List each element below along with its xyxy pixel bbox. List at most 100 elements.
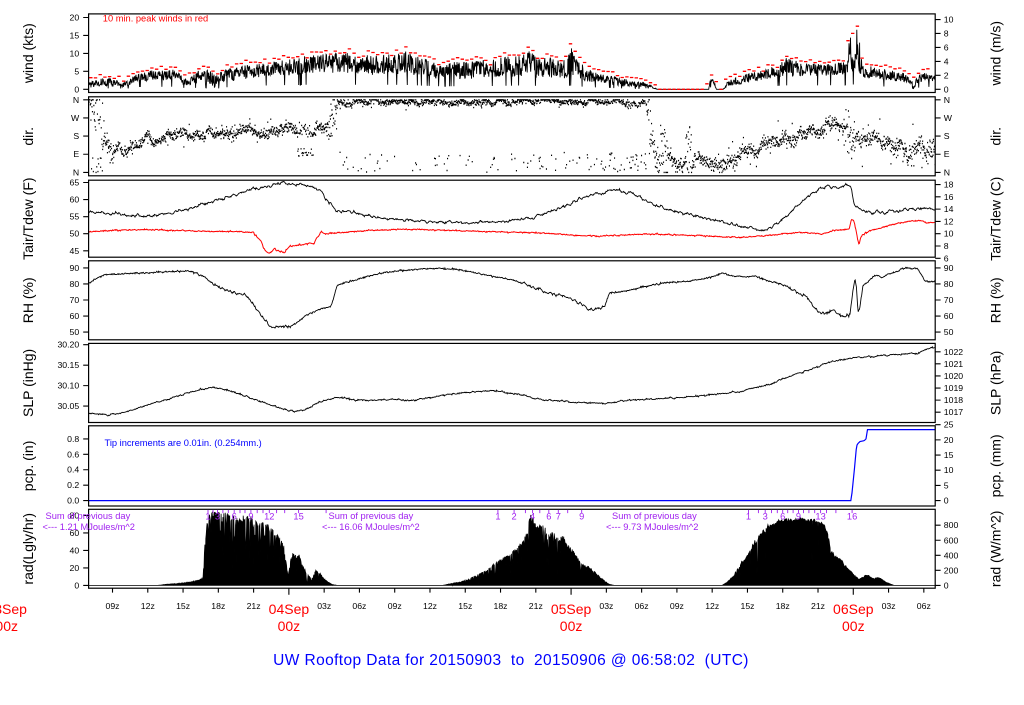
svg-text:4: 4 (944, 56, 949, 66)
svg-text:Tair/Tdew (F): Tair/Tdew (F) (20, 177, 36, 259)
svg-text:0.0: 0.0 (67, 496, 79, 506)
svg-text:2: 2 (944, 70, 949, 80)
svg-text:9: 9 (579, 511, 584, 521)
svg-text:13: 13 (815, 511, 825, 521)
svg-text:SLP (inHg): SLP (inHg) (20, 349, 36, 417)
svg-text:rad(Lgly/hr): rad(Lgly/hr) (20, 513, 36, 585)
svg-text:30.15: 30.15 (57, 360, 79, 370)
svg-text:9: 9 (796, 511, 801, 521)
svg-text:1: 1 (495, 511, 500, 521)
svg-text:1020: 1020 (944, 371, 963, 381)
svg-text:3: 3 (215, 511, 220, 521)
svg-text:0: 0 (944, 496, 949, 506)
svg-text:0: 0 (944, 84, 949, 94)
svg-text:dir.: dir. (20, 127, 36, 146)
svg-text:06z: 06z (635, 601, 649, 611)
svg-text:30.20: 30.20 (57, 340, 79, 350)
svg-text:80: 80 (944, 279, 954, 289)
svg-text:09z: 09z (105, 601, 119, 611)
svg-text:1: 1 (746, 511, 751, 521)
svg-text:20: 20 (70, 563, 80, 573)
svg-text:5: 5 (74, 66, 79, 76)
svg-text:06z: 06z (917, 601, 931, 611)
svg-text:S: S (944, 131, 950, 141)
svg-text:wind (kts): wind (kts) (20, 23, 36, 84)
svg-text:W: W (71, 113, 80, 123)
svg-text:21z: 21z (811, 601, 825, 611)
svg-text:15: 15 (944, 450, 954, 460)
svg-text:6: 6 (780, 511, 785, 521)
svg-text:06Sep: 06Sep (833, 601, 874, 617)
svg-text:800: 800 (944, 520, 959, 530)
svg-text:00z: 00z (842, 618, 865, 634)
svg-text:90: 90 (70, 263, 80, 273)
svg-text:00z: 00z (0, 618, 18, 634)
svg-text:15: 15 (70, 31, 80, 41)
svg-text:200: 200 (944, 565, 959, 575)
svg-text:20: 20 (944, 435, 954, 445)
svg-text:18: 18 (944, 180, 954, 190)
svg-text:12: 12 (944, 216, 954, 226)
svg-text:wind (m/s): wind (m/s) (988, 21, 1004, 87)
svg-text:21z: 21z (529, 601, 543, 611)
svg-text:80: 80 (70, 510, 80, 520)
svg-text:0.4: 0.4 (67, 465, 79, 475)
svg-text:6: 6 (232, 511, 237, 521)
svg-text:70: 70 (70, 295, 80, 305)
svg-text:9: 9 (248, 511, 253, 521)
svg-text:06z: 06z (352, 601, 366, 611)
svg-text:16: 16 (847, 511, 857, 521)
svg-text:S: S (73, 131, 79, 141)
svg-text:Tip increments are 0.01in. (0.: Tip increments are 0.01in. (0.254mm.) (105, 438, 262, 448)
svg-text:45: 45 (70, 246, 80, 256)
svg-text:15z: 15z (740, 601, 754, 611)
svg-text:1019: 1019 (944, 383, 963, 393)
svg-text:8: 8 (944, 29, 949, 39)
svg-text:10 min. peak winds in red: 10 min. peak winds in red (103, 14, 208, 24)
svg-text:10: 10 (70, 48, 80, 58)
svg-text:<--- 9.73 MJoules/m^2: <--- 9.73 MJoules/m^2 (606, 522, 698, 532)
svg-text:10: 10 (944, 229, 954, 239)
svg-text:0: 0 (74, 84, 79, 94)
svg-text:600: 600 (944, 535, 959, 545)
svg-text:1: 1 (205, 511, 210, 521)
svg-text:05Sep: 05Sep (551, 601, 592, 617)
svg-text:12: 12 (264, 511, 274, 521)
svg-text:1018: 1018 (944, 395, 963, 405)
svg-text:RH (%): RH (%) (988, 277, 1004, 323)
svg-text:1021: 1021 (944, 359, 963, 369)
svg-text:pcp. (mm): pcp. (mm) (988, 434, 1004, 497)
svg-text:0.8: 0.8 (67, 434, 79, 444)
svg-text:UW Rooftop Data for 20150903: UW Rooftop Data for 20150903 to 20150906… (273, 652, 749, 669)
svg-text:N: N (73, 95, 79, 105)
svg-text:W: W (944, 113, 953, 123)
svg-text:20: 20 (70, 13, 80, 23)
svg-text:5: 5 (944, 480, 949, 490)
svg-text:30.10: 30.10 (57, 381, 79, 391)
svg-text:03z: 03z (882, 601, 896, 611)
svg-text:Sum of previous day: Sum of previous day (329, 511, 414, 521)
svg-text:60: 60 (944, 311, 954, 321)
svg-text:60: 60 (70, 195, 80, 205)
svg-text:10: 10 (944, 15, 954, 25)
svg-text:dir.: dir. (988, 127, 1004, 146)
svg-text:E: E (944, 149, 950, 159)
svg-text:Sum of previous day: Sum of previous day (46, 511, 131, 521)
svg-text:SLP (hPa): SLP (hPa) (988, 351, 1004, 415)
svg-text:10: 10 (944, 465, 954, 475)
svg-text:18z: 18z (776, 601, 790, 611)
svg-text:21z: 21z (247, 601, 261, 611)
svg-text:03z: 03z (317, 601, 331, 611)
svg-text:E: E (73, 149, 79, 159)
svg-text:1017: 1017 (944, 407, 963, 417)
svg-text:09z: 09z (388, 601, 402, 611)
svg-text:12z: 12z (705, 601, 719, 611)
svg-text:0.2: 0.2 (67, 480, 79, 490)
svg-text:0: 0 (74, 580, 79, 590)
svg-text:12z: 12z (423, 601, 437, 611)
svg-text:70: 70 (944, 295, 954, 305)
svg-text:25: 25 (944, 420, 954, 430)
svg-text:50: 50 (944, 327, 954, 337)
svg-text:03z: 03z (599, 601, 613, 611)
svg-text:30.05: 30.05 (57, 401, 79, 411)
